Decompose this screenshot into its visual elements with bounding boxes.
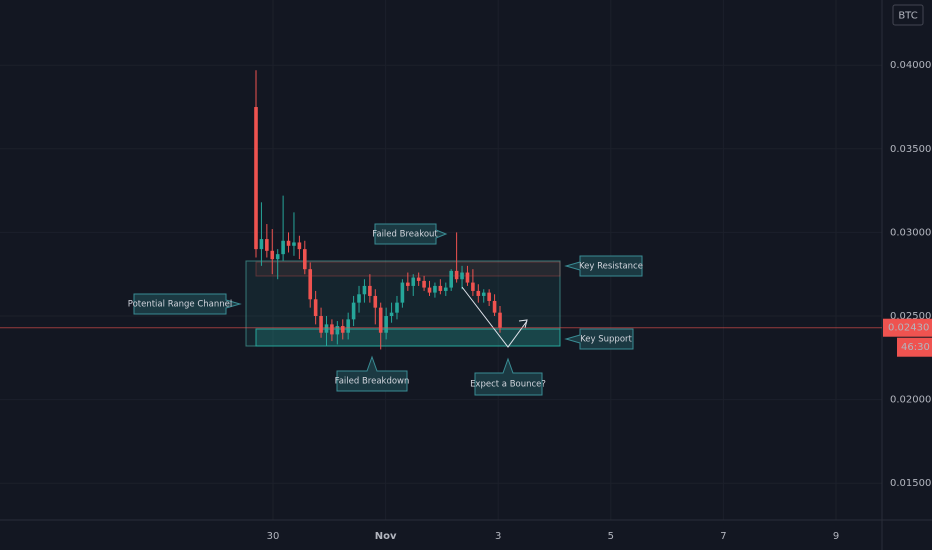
candle-body (357, 294, 361, 303)
x-tick-label: Nov (375, 531, 397, 542)
candle-body (498, 312, 502, 328)
note-key-resistance: Key Resistance (564, 255, 643, 277)
countdown-box (897, 337, 932, 357)
candle-body (378, 307, 383, 333)
note-text: Potential Range Channel (128, 300, 232, 310)
candle-body (319, 316, 323, 333)
candle-body (270, 250, 275, 260)
y-tick-label: 0.02500 (890, 311, 931, 322)
note-failed-breakout: Failed Breakout (372, 223, 448, 245)
candle-body (395, 302, 399, 313)
note-text: Failed Breakdown (335, 377, 410, 387)
candle-body (487, 292, 491, 301)
candle-body (492, 300, 497, 313)
candle-body (254, 107, 258, 250)
candle-body (422, 280, 426, 288)
candle-body (308, 269, 313, 300)
bounce-arrowhead (518, 319, 528, 329)
candle-body (346, 319, 350, 333)
x-tick-label: 7 (720, 531, 726, 542)
candle-body (460, 272, 464, 280)
candle-body (465, 272, 470, 283)
y-tick-label: 0.02000 (890, 395, 931, 406)
axes: 0.04000 0.03500 0.03000 0.02500 0.02000 0.015… (0, 60, 932, 542)
last-price-box (883, 318, 932, 337)
note-box (133, 293, 242, 315)
candle-body (330, 324, 334, 335)
candle-body (259, 239, 264, 250)
x-tick-label: 3 (495, 531, 501, 542)
candle-body (400, 282, 405, 303)
candle-body (362, 285, 367, 295)
candle-body (313, 299, 318, 317)
note-text: Key Support (580, 335, 632, 345)
candle-body (292, 242, 296, 246)
last-price-label: 0.02430 (888, 323, 929, 334)
candle-body (427, 287, 432, 293)
candle-body (297, 242, 302, 250)
y-tick-label: 0.01500 (890, 478, 931, 489)
bounce-path (461, 286, 528, 348)
note-text: Key Resistance (579, 262, 643, 272)
candle-body (281, 240, 285, 255)
note-text: Expect a Bounce? (470, 380, 546, 390)
candle-body (481, 292, 486, 296)
note-range-channel: Potential Range Channel (128, 293, 242, 315)
note-box (564, 328, 634, 350)
candle-body (406, 282, 410, 286)
candle-body (411, 277, 416, 286)
note-failed-breakdown: Failed Breakdown (335, 355, 410, 392)
candle-body (303, 249, 307, 270)
candle-body (416, 277, 421, 281)
x-tick-label: 5 (608, 531, 614, 542)
candle-body (368, 285, 372, 296)
countdown: 46:30 (901, 342, 930, 353)
note-expect-bounce: Expect a Bounce? (470, 357, 546, 396)
candle-body (373, 295, 378, 308)
candle-body (443, 287, 448, 291)
candle-body (351, 302, 356, 320)
y-tick-label: 0.04000 (890, 60, 931, 71)
candle-body (389, 312, 394, 317)
candle-body (454, 270, 459, 280)
note-box (374, 223, 448, 245)
candle-body (384, 316, 388, 333)
y-tick-label: 0.03500 (890, 144, 931, 155)
candle-body (335, 326, 340, 335)
candle-body (438, 285, 443, 291)
candle-body (324, 324, 329, 333)
note-text: Failed Breakout (372, 230, 438, 240)
candle-body (265, 239, 269, 251)
candle-body (476, 290, 481, 296)
note-box (564, 255, 643, 277)
range-channel (245, 260, 561, 347)
x-tick-label: 30 (267, 531, 280, 542)
currency: BTC (898, 11, 917, 22)
candle-body (433, 285, 437, 293)
candle-body (449, 270, 453, 288)
note-box (336, 355, 408, 392)
candle-body (471, 282, 475, 291)
x-tick-label: 9 (833, 531, 839, 542)
candle-body (275, 254, 280, 260)
y-tick-label: 0.03000 (890, 227, 931, 238)
note-key-support: Key Support (564, 328, 634, 350)
candles (254, 70, 502, 350)
note-box (474, 357, 543, 396)
currency-box (892, 4, 924, 26)
candle-body (340, 326, 345, 333)
candle-body (286, 240, 291, 246)
